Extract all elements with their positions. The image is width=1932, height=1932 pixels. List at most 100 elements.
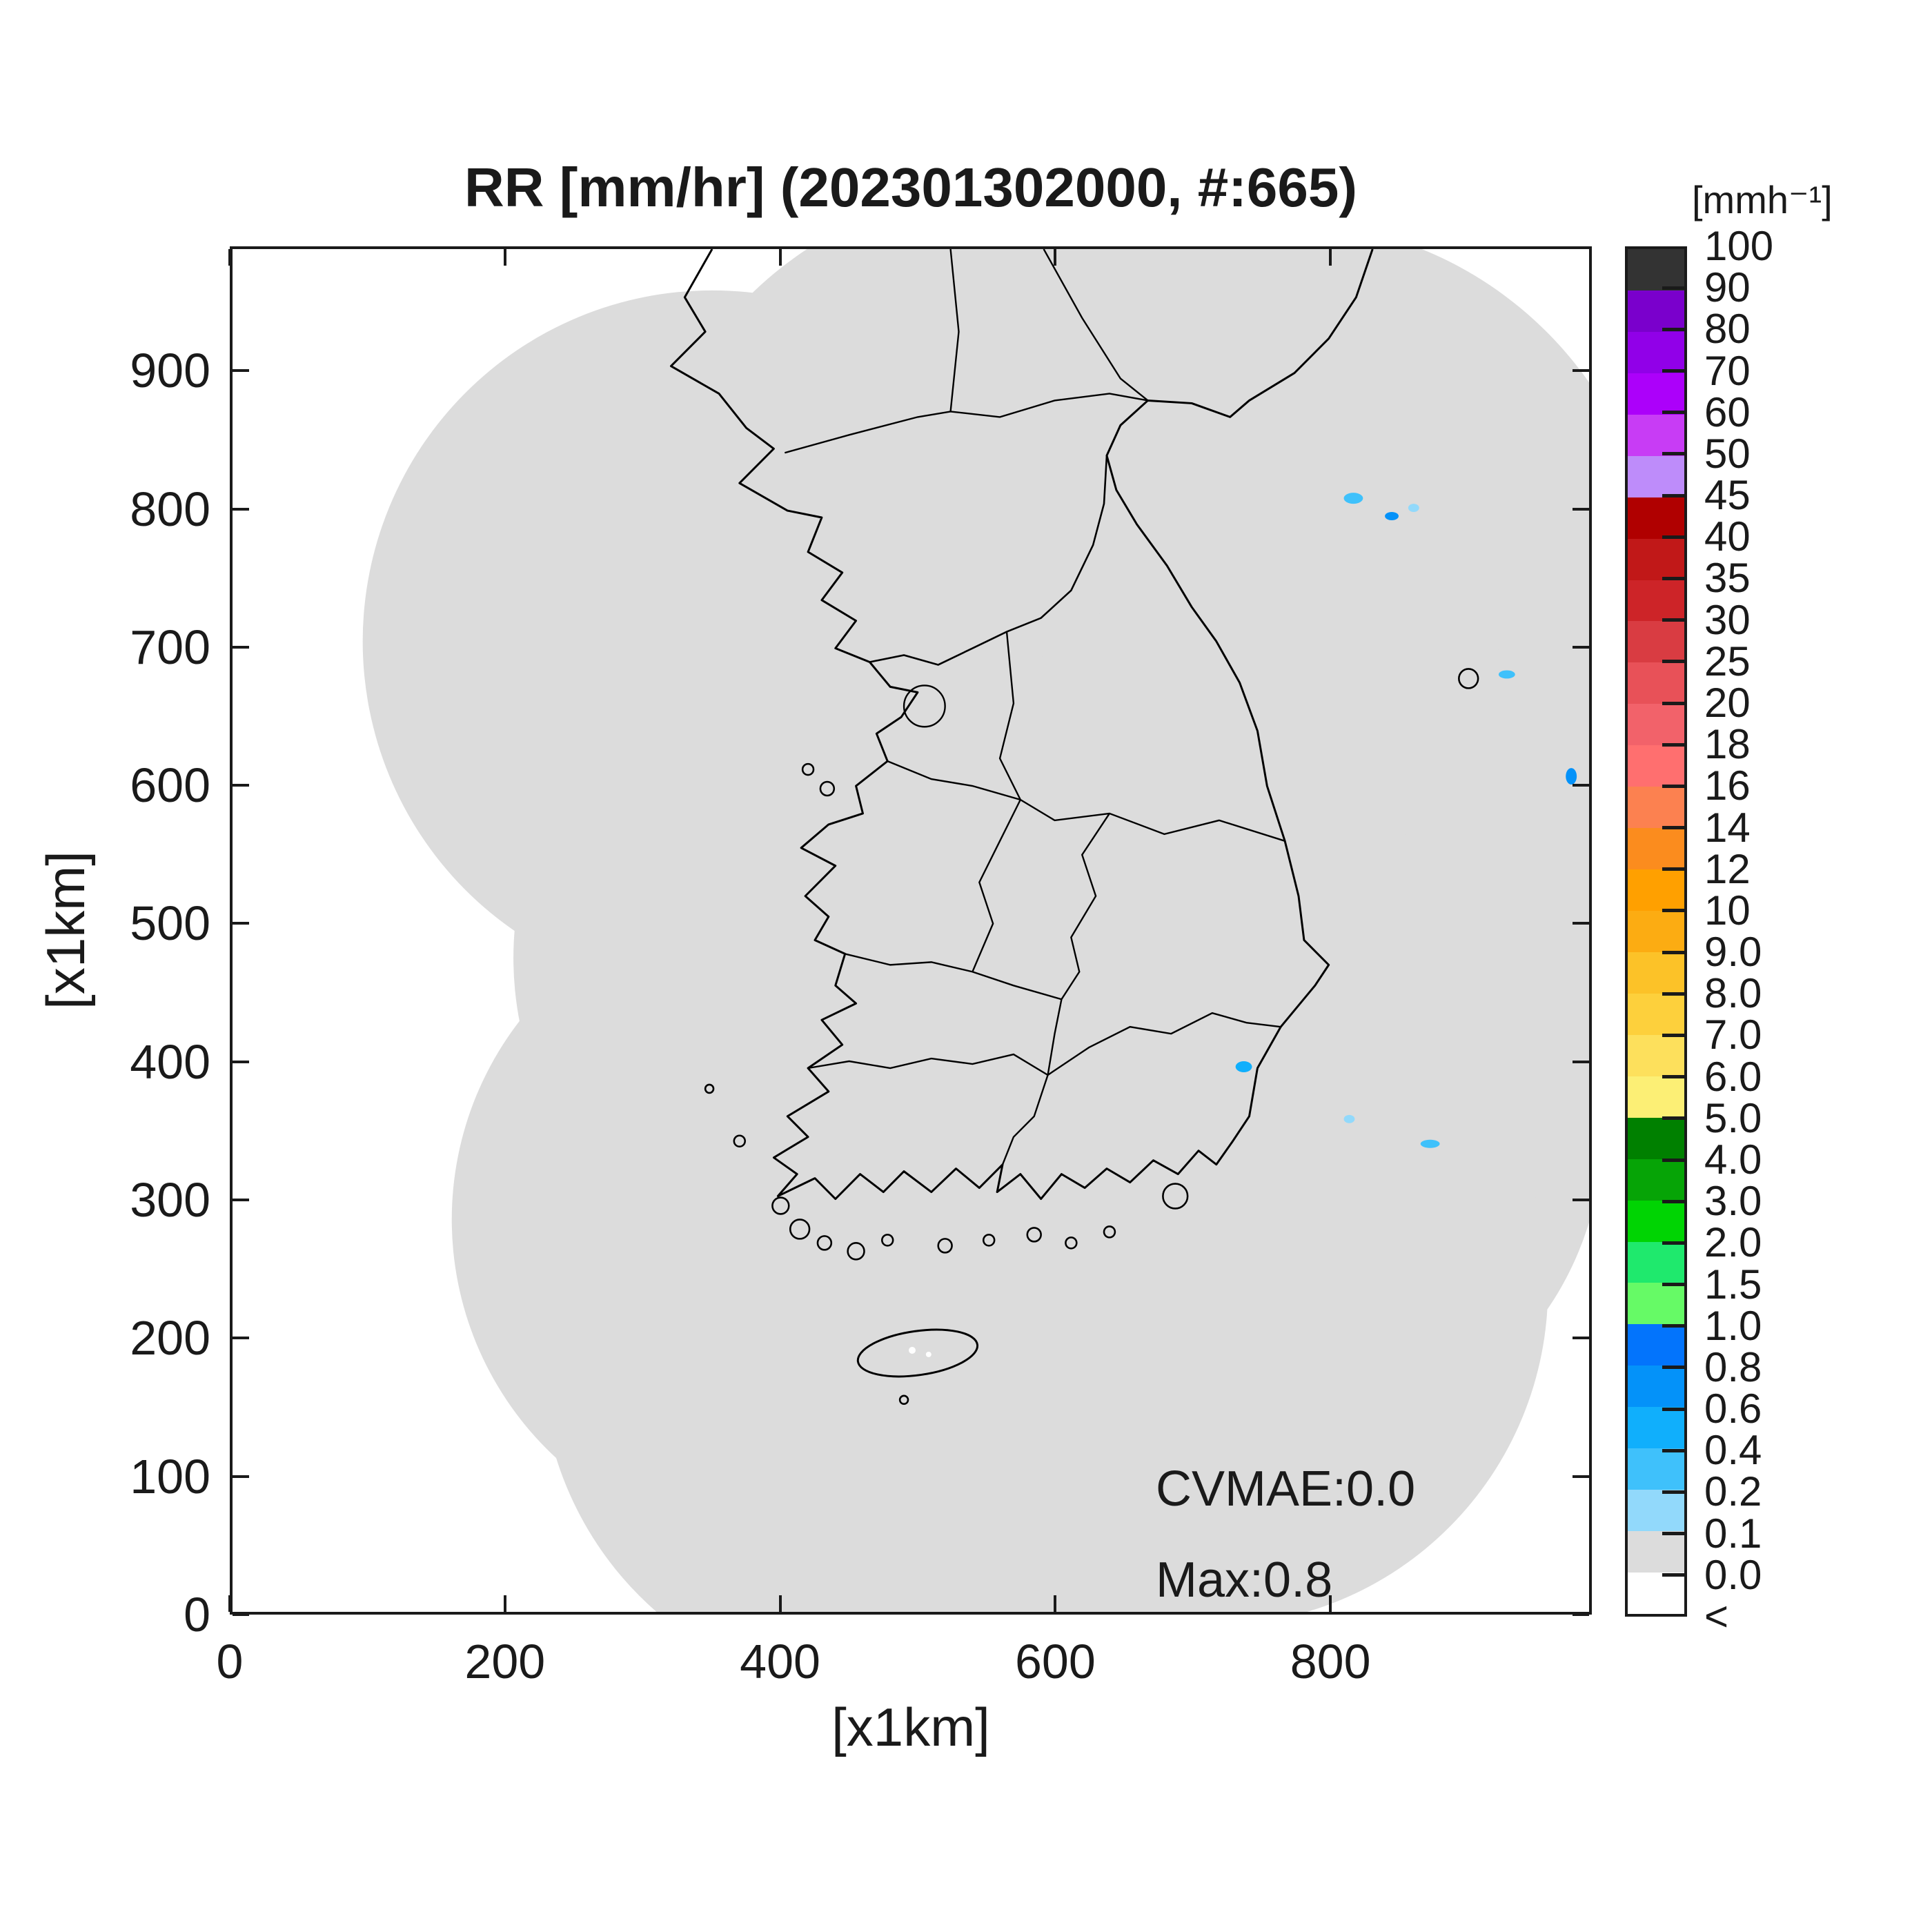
y-tick-label: 700 xyxy=(130,620,210,674)
korea-coastline xyxy=(669,249,1374,1201)
colorbar-tick-label: 1.0 xyxy=(1704,1302,1762,1349)
colorbar-tick-label: < xyxy=(1704,1593,1729,1639)
y-tick-label: 600 xyxy=(130,758,210,813)
colorbar-tick xyxy=(1662,950,1684,954)
x-tick-top xyxy=(503,249,506,266)
cvmae-annotation: CVMAE:0.0 xyxy=(1156,1461,1416,1517)
seoul-boundary-ring xyxy=(903,684,946,728)
y-tick xyxy=(233,1337,249,1340)
colorbar-tick xyxy=(1662,1116,1684,1121)
colorbar-tick-label: 0.8 xyxy=(1704,1343,1762,1390)
x-tick xyxy=(1054,1595,1057,1612)
colorbar-tick-label: 0.1 xyxy=(1704,1510,1762,1557)
province-border-line xyxy=(1001,1074,1049,1165)
plot-area xyxy=(230,246,1592,1615)
colorbar-tick xyxy=(1662,1366,1684,1370)
colorbar-segment xyxy=(1628,1490,1684,1532)
colorbar-tick xyxy=(1662,1158,1684,1162)
colorbar-segment xyxy=(1628,704,1684,746)
x-tick-top xyxy=(778,249,782,266)
precip-cell xyxy=(1498,670,1515,679)
precip-cell xyxy=(1343,493,1363,504)
x-tick xyxy=(228,1595,231,1612)
colorbar-segment xyxy=(1628,1159,1684,1201)
island xyxy=(704,1083,715,1094)
y-tick-right xyxy=(1573,1060,1589,1063)
colorbar-segment xyxy=(1628,952,1684,994)
y-tick-label: 100 xyxy=(130,1449,210,1504)
colorbar-segment xyxy=(1628,911,1684,952)
x-tick-label: 0 xyxy=(216,1635,244,1688)
colorbar-tick xyxy=(1662,452,1684,456)
colorbar-tick-label: 35 xyxy=(1704,555,1751,602)
colorbar-segment xyxy=(1628,1200,1684,1242)
north-korea-borders xyxy=(784,249,1149,454)
y-tick xyxy=(233,922,249,925)
colorbar-segment xyxy=(1628,1448,1684,1490)
x-axis-label: [x1km] xyxy=(831,1697,990,1757)
island xyxy=(1065,1236,1078,1250)
colorbar-tick-label: 16 xyxy=(1704,762,1751,809)
y-tick-label: 300 xyxy=(130,1173,210,1228)
colorbar-segment xyxy=(1628,1283,1684,1325)
province-border-line xyxy=(1047,1012,1281,1076)
colorbar-tick xyxy=(1662,1075,1684,1079)
precipitation-specks xyxy=(1235,493,1577,1148)
y-tick-right xyxy=(1573,1337,1589,1340)
colorbar-segment xyxy=(1628,373,1684,415)
colorbar-segment xyxy=(1628,497,1684,539)
colorbar-segment xyxy=(1628,1531,1684,1573)
colorbar-tick-label: 0.4 xyxy=(1704,1427,1762,1474)
colorbar-tick xyxy=(1662,411,1684,415)
colorbar-tick-label: 10 xyxy=(1704,887,1751,934)
colorbar-tick xyxy=(1662,701,1684,705)
colorbar-tick xyxy=(1662,867,1684,871)
colorbar-tick xyxy=(1662,1324,1684,1328)
colorbar-segment xyxy=(1628,290,1684,332)
coastal-islands xyxy=(704,668,1479,1261)
colorbar-tick-label: 6.0 xyxy=(1704,1053,1762,1100)
colorbar-tick-label: 100 xyxy=(1704,223,1774,269)
colorbar-tick xyxy=(1662,327,1684,331)
colorbar-segment xyxy=(1628,1241,1684,1283)
colorbar-tick xyxy=(1662,618,1684,622)
island xyxy=(789,1219,811,1240)
jeju-islet xyxy=(898,1394,909,1406)
island xyxy=(819,780,836,797)
province-border-line xyxy=(1047,813,1110,1076)
x-tick-label: 600 xyxy=(1014,1635,1096,1688)
colorbar-tick xyxy=(1662,286,1684,290)
colorbar-tick-label: 40 xyxy=(1704,513,1751,560)
colorbar-tick-label: 25 xyxy=(1704,638,1751,684)
y-tick-right xyxy=(1573,369,1589,373)
y-tick xyxy=(233,1199,249,1202)
precip-cell xyxy=(1566,768,1577,785)
y-tick-right xyxy=(1573,1475,1589,1478)
province-borders xyxy=(807,631,1285,1165)
colorbar-tick xyxy=(1662,784,1684,788)
colorbar-tick xyxy=(1662,576,1684,580)
y-tick xyxy=(233,1060,249,1063)
y-tick-label: 0 xyxy=(184,1588,210,1642)
colorbar-tick-label: 9.0 xyxy=(1704,929,1762,976)
y-tick-right xyxy=(1573,1613,1589,1616)
colorbar-segment xyxy=(1628,1034,1684,1076)
island xyxy=(801,762,815,776)
x-tick xyxy=(503,1595,506,1612)
colorbar-tick-label: 50 xyxy=(1704,430,1751,477)
province-border-line xyxy=(845,953,1062,1000)
colorbar-tick-label: 60 xyxy=(1704,388,1751,435)
island xyxy=(816,1235,833,1251)
colorbar-tick-label: 80 xyxy=(1704,306,1751,353)
colorbar-tick-label: 4.0 xyxy=(1704,1136,1762,1183)
x-tick-label: 400 xyxy=(740,1635,820,1688)
colorbar-segment xyxy=(1628,249,1684,290)
colorbar-tick xyxy=(1662,1283,1684,1287)
colorbar-tick xyxy=(1662,660,1684,664)
colorbar-tick-label: 0.6 xyxy=(1704,1386,1762,1432)
y-tick xyxy=(233,369,249,373)
jeju-white-dot xyxy=(909,1346,916,1354)
colorbar-tick-label: 7.0 xyxy=(1704,1012,1762,1058)
colorbar-tick xyxy=(1662,909,1684,913)
